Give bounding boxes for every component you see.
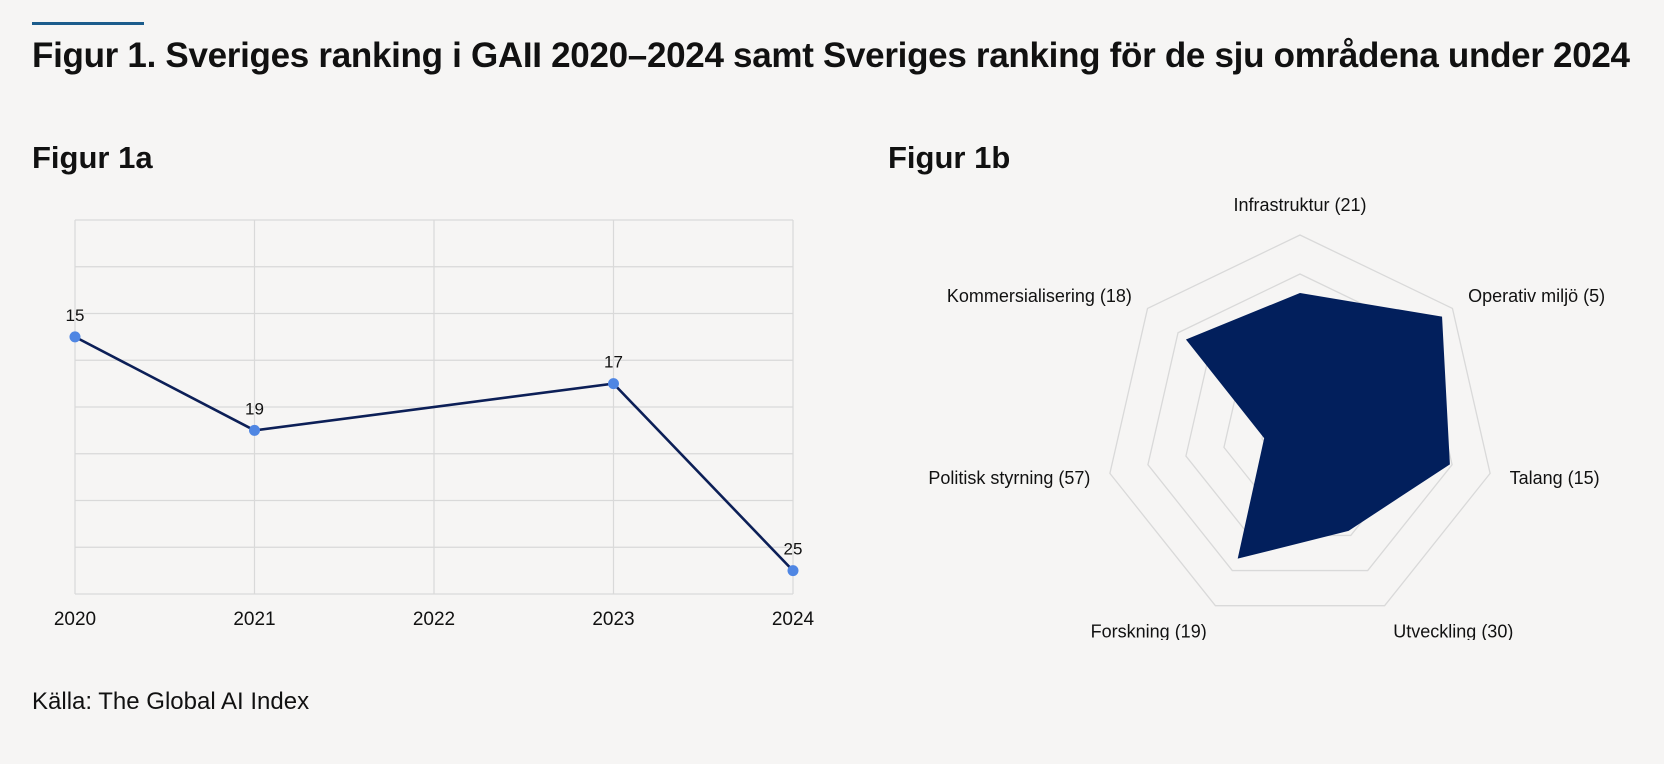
radar-axis-label: Politisk styrning (57) [928, 468, 1090, 488]
x-tick-label: 2023 [592, 609, 634, 630]
data-point [249, 424, 260, 436]
radar-chart: Infrastruktur (21) Operativ miljö (5) Tala… [928, 195, 1605, 640]
title-accent-line [32, 22, 144, 25]
fig1a-title: Figur 1a [32, 140, 153, 175]
radar-axis-label: Operativ miljö (5) [1468, 286, 1605, 306]
data-point [608, 378, 619, 390]
data-point [69, 331, 81, 343]
radar-axis-label: Kommersialisering (18) [947, 286, 1132, 306]
radar-area [1185, 292, 1450, 559]
fig1b-title: Figur 1b [888, 140, 1011, 175]
x-tick-label: 2021 [233, 609, 275, 630]
radar-axis-label: Talang (15) [1510, 468, 1600, 488]
radar-axis-label: Infrastruktur (21) [1233, 195, 1366, 215]
data-label: 19 [245, 399, 264, 418]
data-point [787, 565, 799, 577]
radar-axis-label: Forskning (19) [1091, 622, 1207, 640]
x-tick-label: 2020 [54, 609, 96, 630]
series-line [74, 335, 794, 572]
line-chart: 2020 2021 2022 2023 2024 15 19 17 25 [54, 219, 815, 630]
data-label: 15 [66, 306, 85, 325]
radar-axis-label: Utveckling (30) [1393, 622, 1513, 640]
radar-grid-ring [1109, 234, 1491, 607]
x-tick-label: 2022 [413, 609, 455, 630]
data-label: 17 [604, 353, 623, 372]
x-tick-label: 2024 [772, 609, 815, 630]
source-note: Källa: The Global AI Index [32, 688, 310, 715]
data-label: 25 [784, 540, 803, 559]
figure-title: Figur 1. Sveriges ranking i GAII 2020–20… [32, 36, 1630, 75]
